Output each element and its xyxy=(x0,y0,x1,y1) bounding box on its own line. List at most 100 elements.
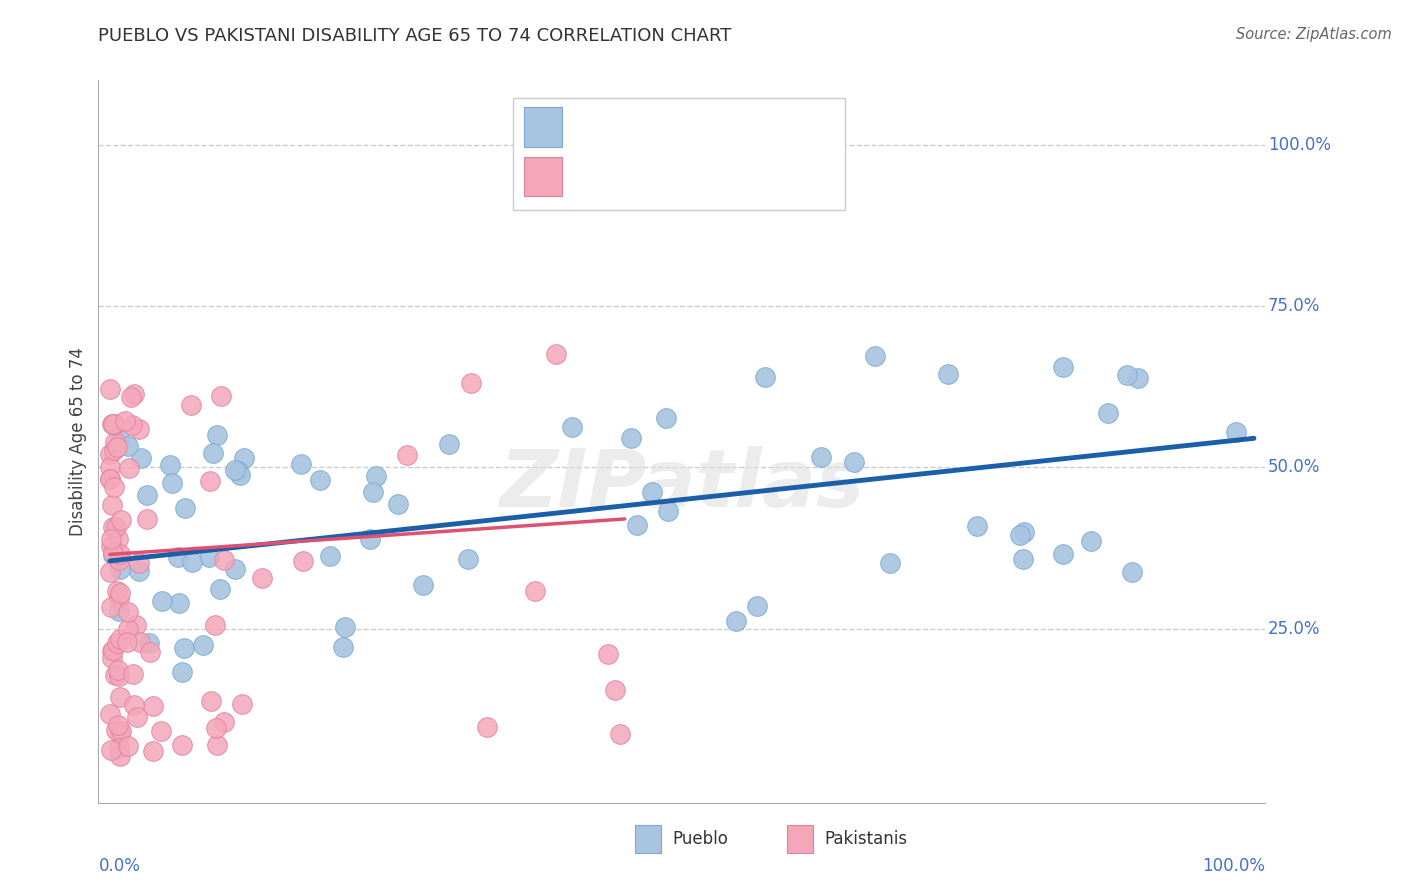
Point xyxy=(201,446,224,460)
Point xyxy=(181,555,204,569)
Point xyxy=(596,647,619,661)
Point xyxy=(100,459,122,474)
Point xyxy=(212,714,235,729)
Point xyxy=(118,461,141,475)
Point xyxy=(229,468,252,483)
Point xyxy=(1080,534,1102,549)
Point xyxy=(1225,425,1247,439)
Text: N =: N = xyxy=(706,169,745,186)
Point xyxy=(142,744,165,758)
Point xyxy=(135,512,157,526)
Point xyxy=(108,749,131,764)
Point xyxy=(131,450,153,465)
Point xyxy=(114,414,136,428)
Point xyxy=(108,727,131,741)
Point xyxy=(396,448,419,462)
Point xyxy=(879,556,901,570)
Point xyxy=(1126,371,1149,385)
Point xyxy=(209,582,232,597)
Point xyxy=(101,546,124,560)
Text: Pakistanis: Pakistanis xyxy=(824,830,907,848)
Text: 0.370: 0.370 xyxy=(630,120,681,137)
Point xyxy=(724,614,747,628)
Point xyxy=(1014,525,1036,540)
Point xyxy=(200,694,222,708)
Point xyxy=(104,520,127,534)
Y-axis label: Disability Age 65 to 74: Disability Age 65 to 74 xyxy=(69,347,87,536)
Text: ZIPatlas: ZIPatlas xyxy=(499,446,865,524)
Point xyxy=(842,455,865,469)
Point xyxy=(104,417,127,431)
Point xyxy=(124,387,146,401)
Point xyxy=(108,553,131,567)
Point xyxy=(170,738,193,752)
Text: 87: 87 xyxy=(754,169,778,186)
Bar xyxy=(524,107,562,147)
Text: Source: ZipAtlas.com: Source: ZipAtlas.com xyxy=(1236,27,1392,42)
Point xyxy=(101,644,124,658)
Point xyxy=(250,571,273,585)
Point xyxy=(122,667,145,681)
Point xyxy=(1121,565,1143,579)
Point xyxy=(104,435,127,450)
Point xyxy=(1097,406,1119,420)
Text: N =: N = xyxy=(706,120,745,137)
Point xyxy=(138,645,160,659)
Point xyxy=(191,638,214,652)
Point xyxy=(810,450,832,464)
Text: 66: 66 xyxy=(754,120,778,137)
Point xyxy=(204,617,226,632)
Point xyxy=(160,476,183,491)
Point xyxy=(101,417,124,432)
Point xyxy=(170,665,193,679)
Point xyxy=(108,669,131,683)
Point xyxy=(863,349,886,363)
Point xyxy=(173,641,195,656)
Point xyxy=(291,554,314,568)
Point xyxy=(122,698,145,712)
Point xyxy=(1052,359,1074,374)
Point xyxy=(966,519,988,533)
Point xyxy=(128,564,150,578)
Point xyxy=(609,727,631,741)
Point xyxy=(115,635,138,649)
Text: 50.0%: 50.0% xyxy=(1268,458,1320,476)
Point xyxy=(128,557,150,571)
Text: 75.0%: 75.0% xyxy=(1268,297,1320,315)
Point xyxy=(620,431,643,445)
Point xyxy=(546,346,568,360)
Text: 0.133: 0.133 xyxy=(630,169,686,186)
Point xyxy=(319,549,342,563)
Point xyxy=(457,552,479,566)
Point xyxy=(98,472,121,486)
Point xyxy=(117,439,139,453)
Point xyxy=(626,518,648,533)
Point xyxy=(359,533,381,547)
Point xyxy=(198,550,221,565)
Bar xyxy=(524,156,562,196)
Point xyxy=(100,532,122,546)
Point xyxy=(110,690,132,704)
Point xyxy=(231,697,253,711)
Point xyxy=(226,464,249,478)
Text: 0.0%: 0.0% xyxy=(98,857,141,875)
Point xyxy=(150,724,173,739)
Point xyxy=(332,640,354,654)
Point xyxy=(108,547,131,561)
Point xyxy=(117,623,139,637)
Point xyxy=(103,417,125,432)
Text: 25.0%: 25.0% xyxy=(1268,620,1320,638)
Point xyxy=(98,447,121,461)
Point xyxy=(361,484,384,499)
Point xyxy=(117,739,139,754)
Point xyxy=(107,740,129,755)
Point xyxy=(101,643,124,657)
Point xyxy=(104,668,127,682)
Text: PUEBLO VS PAKISTANI DISABILITY AGE 65 TO 74 CORRELATION CHART: PUEBLO VS PAKISTANI DISABILITY AGE 65 TO… xyxy=(98,27,731,45)
Point xyxy=(167,550,190,565)
Point xyxy=(641,485,664,500)
Point xyxy=(120,390,142,404)
Point xyxy=(523,584,546,599)
Point xyxy=(110,513,132,527)
Point xyxy=(333,620,356,634)
